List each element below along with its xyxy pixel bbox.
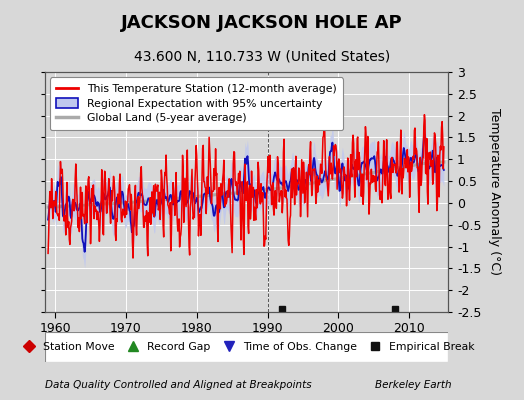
Text: 43.600 N, 110.733 W (United States): 43.600 N, 110.733 W (United States) xyxy=(134,50,390,64)
Text: JACKSON JACKSON HOLE AP: JACKSON JACKSON HOLE AP xyxy=(121,14,403,32)
Y-axis label: Temperature Anomaly (°C): Temperature Anomaly (°C) xyxy=(488,108,501,276)
Legend: Station Move, Record Gap, Time of Obs. Change, Empirical Break: Station Move, Record Gap, Time of Obs. C… xyxy=(16,340,477,354)
Text: Berkeley Earth: Berkeley Earth xyxy=(375,380,452,390)
FancyBboxPatch shape xyxy=(45,332,448,362)
Legend: This Temperature Station (12-month average), Regional Expectation with 95% uncer: This Temperature Station (12-month avera… xyxy=(50,78,343,130)
Text: Data Quality Controlled and Aligned at Breakpoints: Data Quality Controlled and Aligned at B… xyxy=(45,380,311,390)
